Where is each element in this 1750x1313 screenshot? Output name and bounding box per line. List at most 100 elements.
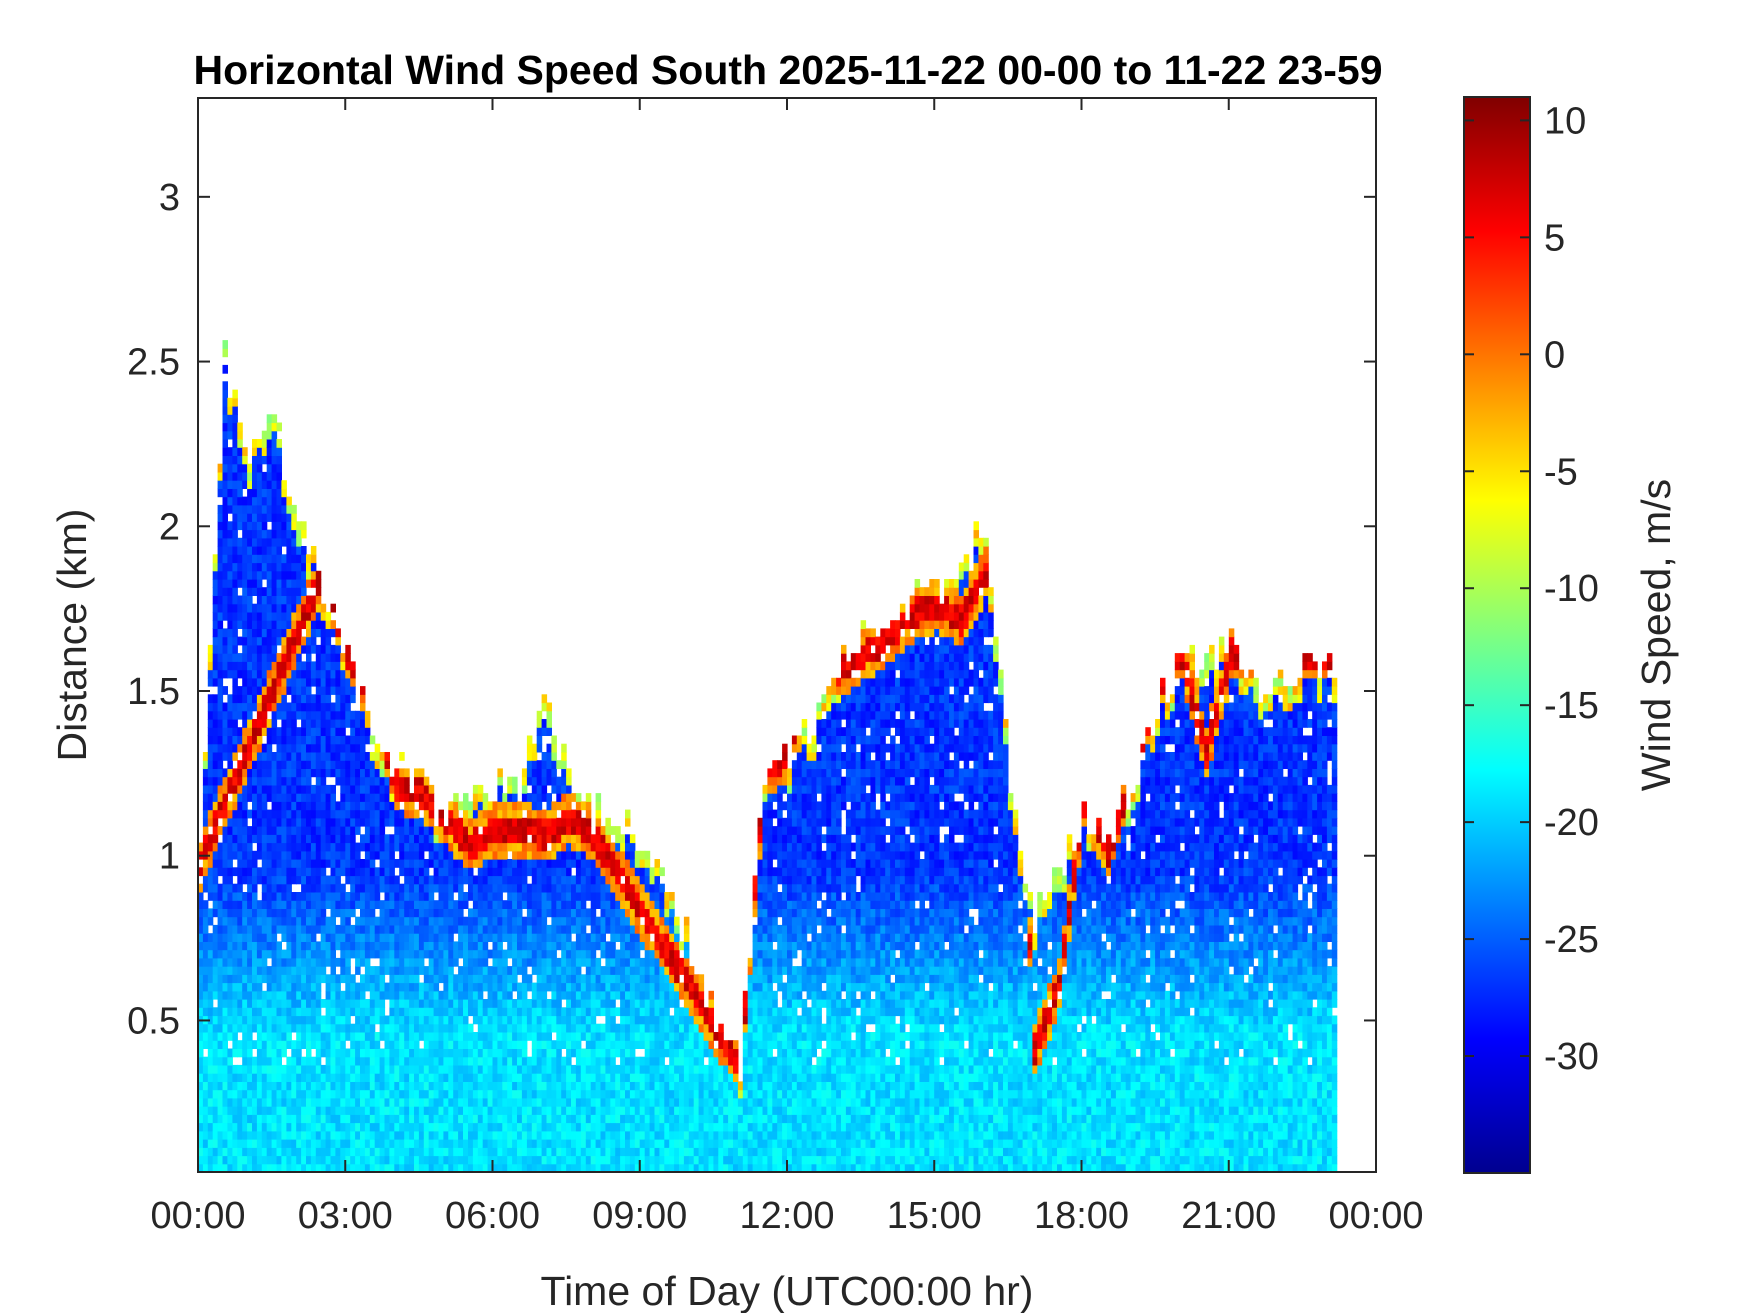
heatmap-cell [320,1064,327,1074]
heatmap-cell [360,1015,366,1025]
heatmap-cell [453,834,459,844]
heatmap-cell [247,1114,253,1124]
heatmap-cell [232,809,238,819]
heatmap-cell [222,850,228,860]
heatmap-cell [580,957,587,967]
heatmap-cell [315,579,322,588]
heatmap-cell [301,850,307,860]
heatmap-cell [546,1048,552,1058]
heatmap-cell [521,883,528,893]
heatmap-cell [227,817,233,827]
heatmap-cell [433,1015,440,1025]
heatmap-cell [453,1147,459,1157]
heatmap-cell [423,966,430,975]
heatmap-cell [296,644,302,654]
heatmap-cell [600,990,606,1000]
heatmap-cell [423,1081,430,1091]
heatmap-cell [546,933,552,942]
heatmap-cell [222,908,228,918]
heatmap-cell [340,850,346,860]
heatmap-cell [458,1114,464,1124]
heatmap-cell [266,933,273,942]
heatmap-cell [330,719,336,728]
heatmap-cell [247,562,253,572]
heatmap-cell [281,974,287,984]
heatmap-cell [507,1106,513,1115]
heatmap-cell [507,867,513,877]
heatmap-cell [507,1122,513,1132]
heatmap-cell [291,1130,297,1140]
heatmap-cell [301,892,307,901]
heatmap-cell [394,916,400,926]
heatmap-cell [296,1073,302,1082]
heatmap-cell [512,1040,518,1049]
heatmap-cell [306,1155,312,1165]
heatmap-cell [247,1155,253,1165]
heatmap-cell [325,1073,332,1082]
heatmap-cell [198,974,204,984]
heatmap-cell [394,1040,400,1049]
heatmap-cell [384,1023,390,1033]
heatmap-cell [202,1040,209,1049]
heatmap-cell [394,784,400,794]
heatmap-cell [364,1089,371,1099]
heatmap-cell [575,867,582,877]
heatmap-cell [340,1139,346,1148]
heatmap-cell [600,982,606,992]
heatmap-cell [551,1007,557,1017]
heatmap-cell [252,439,258,448]
heatmap-cell [605,900,611,909]
heatmap-cell [472,966,479,975]
heatmap-cell [458,974,464,984]
heatmap-cell [212,1089,219,1099]
heatmap-cell [526,776,533,786]
heatmap-cell [394,900,400,909]
heatmap-cell [207,908,214,918]
heatmap-cell [585,1097,592,1107]
heatmap-cell [526,735,533,745]
heatmap-cell [625,1147,631,1157]
heatmap-cell [443,1130,449,1140]
heatmap-cell [271,1073,278,1082]
heatmap-cell [296,702,302,712]
heatmap-cell [575,859,582,868]
heatmap-cell [615,1147,621,1157]
heatmap-cell [340,1122,346,1132]
heatmap-cell [261,875,268,885]
heatmap-cell [448,1163,454,1173]
heatmap-cell [256,521,263,531]
heatmap-cell [615,883,621,893]
heatmap-cell [453,842,459,852]
heatmap-cell [369,1081,376,1091]
heatmap-cell [521,850,528,860]
heatmap-cell [521,1114,528,1124]
heatmap-cell [207,842,214,852]
heatmap-cell [497,966,503,975]
heatmap-cell [418,924,425,934]
heatmap-cell [487,1056,494,1066]
heatmap-cell [266,1163,273,1173]
heatmap-cell [247,966,253,975]
heatmap-cell [355,735,361,745]
heatmap-cell [237,974,243,984]
heatmap-cell [315,595,322,605]
heatmap-cell [286,521,292,531]
heatmap-cell [409,842,415,852]
heatmap-cell [517,1122,523,1132]
heatmap-cell [207,661,214,671]
heatmap-cell [575,817,582,827]
heatmap-cell [399,834,405,844]
heatmap-cell [301,546,307,555]
heatmap-cell [252,471,258,481]
heatmap-cell [507,1089,513,1099]
heatmap-cell [453,1048,459,1058]
heatmap-cell [443,1056,449,1066]
heatmap-cell [541,1122,548,1132]
heatmap-cell [497,1097,503,1107]
heatmap-cell [482,1130,489,1140]
heatmap-cell [296,686,302,695]
heatmap-cell [482,957,489,967]
heatmap-cell [546,1007,552,1017]
heatmap-cell [625,883,631,893]
heatmap-cell [561,760,567,769]
